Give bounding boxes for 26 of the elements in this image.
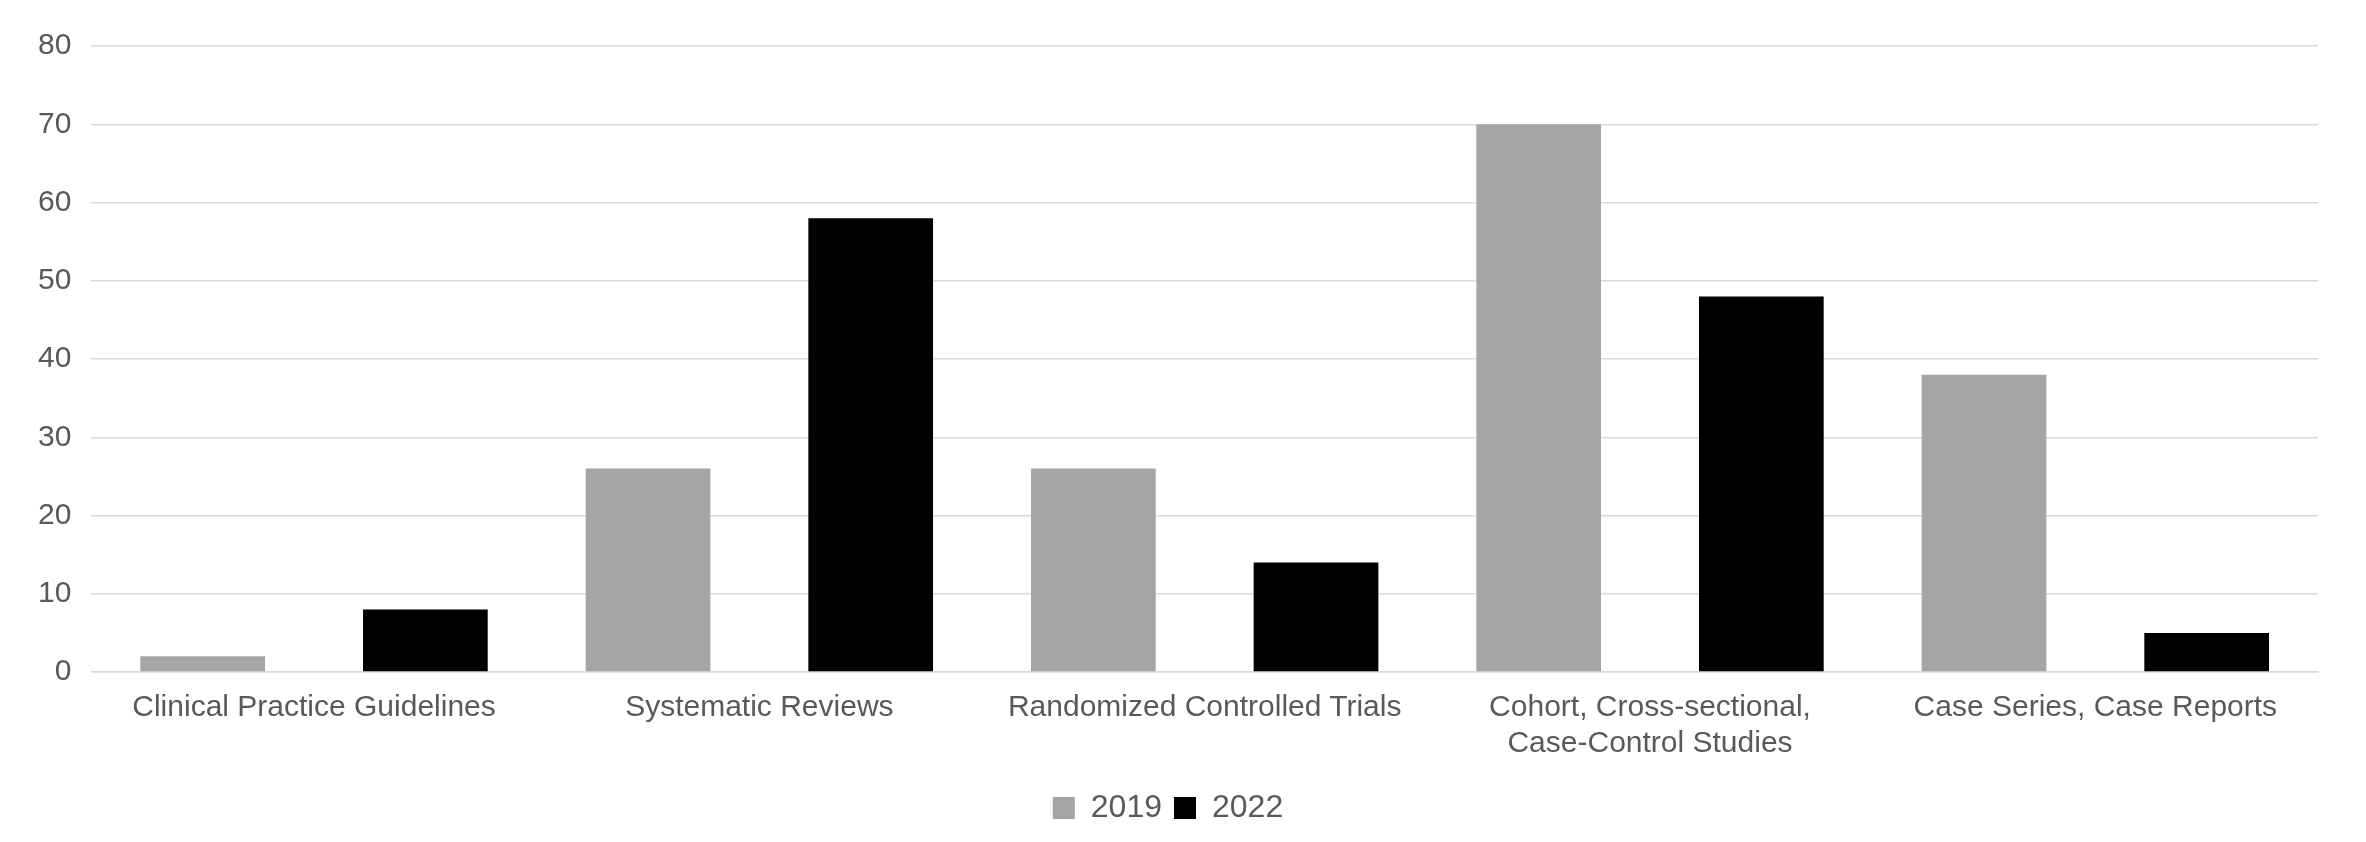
legend-label: 2022 xyxy=(1212,787,1284,824)
legend-label: 2019 xyxy=(1090,787,1162,824)
y-tick-label: 70 xyxy=(37,105,72,139)
bar xyxy=(140,656,266,672)
x-tick-label: Case Series, Case Reports xyxy=(1913,689,2278,723)
bar xyxy=(585,468,711,672)
bar xyxy=(1699,296,1824,672)
bar xyxy=(1921,374,2047,672)
y-tick-label: 40 xyxy=(37,340,72,374)
y-tick-label: 0 xyxy=(54,653,72,687)
y-tick-label: 30 xyxy=(37,418,72,452)
bar xyxy=(1031,468,1156,672)
bar xyxy=(1253,562,1379,672)
bar xyxy=(1476,124,1602,672)
y-tick-label: 60 xyxy=(37,183,72,217)
bar xyxy=(363,609,488,672)
x-tick-label: Systematic Reviews xyxy=(625,689,894,723)
x-tick-label: Clinical Practice Guidelines xyxy=(132,689,496,723)
x-tick-label: Randomized Controlled Trials xyxy=(1007,689,1402,723)
y-tick-label: 80 xyxy=(37,27,72,61)
bar xyxy=(808,218,934,672)
x-tick-label: Cohort, Cross-sectional, Case-Control Studies xyxy=(1489,689,1811,759)
bar xyxy=(2144,632,2270,672)
y-tick-label: 50 xyxy=(37,262,72,296)
y-tick-label: 20 xyxy=(37,496,72,530)
y-tick-label: 10 xyxy=(37,575,72,609)
